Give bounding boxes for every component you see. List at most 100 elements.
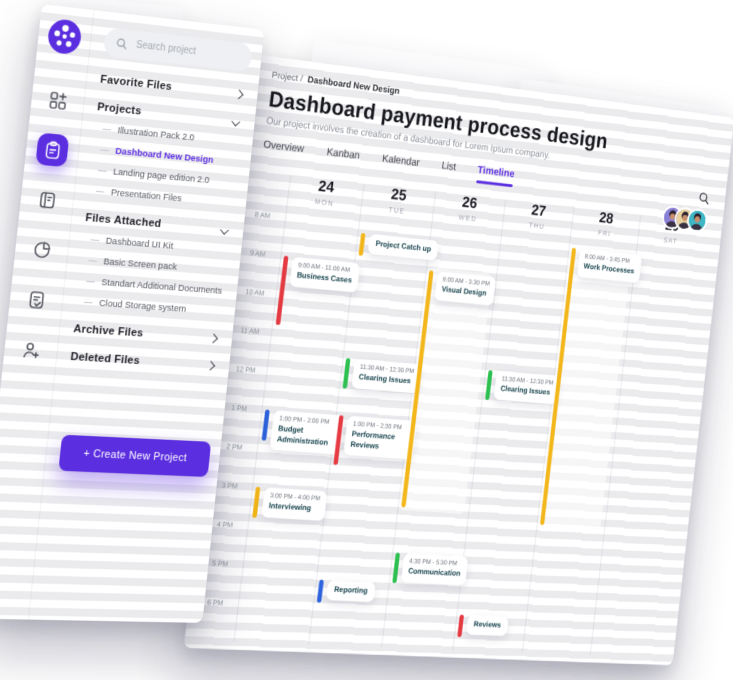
event-color-bar xyxy=(316,579,324,603)
day-name: WED xyxy=(458,213,478,224)
section-archive-files[interactable]: Archive Files xyxy=(73,323,219,344)
event-title: Budget Administration xyxy=(276,424,329,447)
tab-kalendar[interactable]: Kalendar xyxy=(381,153,420,176)
sidebar-panel: Favorite Files Projects Illustration Pack … xyxy=(0,4,265,623)
event-clearing-issues[interactable]: 11:30 AM - 12:30 PM Clearing Issues xyxy=(485,370,560,405)
file-item-presentation-files[interactable]: Presentation Files xyxy=(95,186,236,209)
section-favorite-files[interactable]: Favorite Files xyxy=(100,74,245,101)
team-member-avatar[interactable] xyxy=(688,210,707,232)
create-new-project-button[interactable]: + Create New Project xyxy=(58,434,212,477)
event-color-bar xyxy=(261,409,270,441)
section-label: Deleted Files xyxy=(69,350,141,368)
event-color-bar xyxy=(392,552,401,584)
tree-connector xyxy=(100,149,109,152)
app-logo-icon[interactable] xyxy=(45,17,83,56)
tilted-app-window: Favorite Files Projects Illustration Pack … xyxy=(0,0,733,666)
file-tree: Favorite Files Projects Illustration Pack … xyxy=(70,74,248,372)
search-project-input[interactable] xyxy=(133,38,240,63)
day-header-fri: 28 FRI xyxy=(569,207,640,251)
file-item-label: Presentation Files xyxy=(110,187,183,205)
breadcrumb-root[interactable]: Project / xyxy=(271,69,304,85)
tree-connector xyxy=(86,280,95,283)
hour-label: 5 PM xyxy=(211,558,229,569)
team-avatars xyxy=(667,207,706,231)
hour-label: 8 AM xyxy=(254,209,271,221)
hour-label: 9 AM xyxy=(249,248,266,259)
file-item-label: Landing page edition 2.0 xyxy=(112,166,210,187)
pie-chart-icon[interactable] xyxy=(25,232,59,266)
tab-label: Timeline xyxy=(477,164,515,180)
tab-kanban[interactable]: Kanban xyxy=(325,146,360,169)
event-reviews[interactable]: Reviews xyxy=(457,614,509,638)
event-color-bar xyxy=(485,370,493,401)
event-card: 1:00 PM - 2:30 PM Performance Reviews xyxy=(343,415,417,460)
event-color-bar xyxy=(342,358,351,389)
chevron-down-icon xyxy=(231,116,240,126)
event-time: 4:30 PM - 5:30 PM xyxy=(408,558,458,568)
add-user-icon[interactable] xyxy=(14,332,48,366)
day-header-thu: 27 THU xyxy=(501,199,574,243)
file-item-landing-page-edition-2-0[interactable]: Landing page edition 2.0 xyxy=(98,165,239,188)
section-label: Archive Files xyxy=(72,323,144,340)
tree-connector xyxy=(98,170,107,172)
event-card: Reviews xyxy=(465,614,509,636)
tab-list[interactable]: List xyxy=(440,160,457,180)
tree-connector xyxy=(83,301,93,304)
search-icon xyxy=(115,36,129,50)
day-number: 25 xyxy=(390,186,408,205)
event-reporting[interactable]: Reporting xyxy=(316,579,376,605)
timeline-grid: 8 AM 9 AM 10 AM 11 AM 12 PM 1 PM 2 PM 3 PM 4 PM 5… xyxy=(203,174,703,658)
event-business-cases[interactable]: 9:00 AM - 11:00 AM Business Cases xyxy=(275,255,361,332)
file-item-dashboard-ui-kit[interactable]: Dashboard UI Kit xyxy=(90,234,232,256)
tab-overview[interactable]: Overview xyxy=(262,139,305,163)
projects-clipboard-icon[interactable] xyxy=(35,132,70,168)
icon-rail xyxy=(0,4,95,620)
event-budget-administration[interactable]: 1:00 PM - 2:00 PM Budget Administration xyxy=(260,409,345,455)
event-title: Reviews xyxy=(473,619,502,630)
day-name: THU xyxy=(528,220,546,231)
file-item-illustration-pack-2-0[interactable]: Illustration Pack 2.0 xyxy=(102,124,243,148)
day-header-tue: 25 TUE xyxy=(359,183,435,229)
day-number: 27 xyxy=(530,202,547,220)
event-interviewing[interactable]: 3:00 PM - 4:00 PM Interviewing xyxy=(252,486,328,522)
tree-connector xyxy=(102,128,112,131)
event-title: Interviewing xyxy=(268,501,312,513)
hour-label: 11 AM xyxy=(240,325,260,337)
search-project-box[interactable] xyxy=(102,27,253,72)
section-deleted-files[interactable]: Deleted Files xyxy=(70,351,216,372)
event-clearing-issues[interactable]: 11:30 AM - 12:30 PM Clearing Issues xyxy=(342,358,422,394)
file-item-standart-additional-documents[interactable]: Standart Additional Documents xyxy=(86,276,228,297)
hour-label: 12 PM xyxy=(235,364,256,375)
tree-connector xyxy=(90,239,100,241)
day-header-wed: 26 WED xyxy=(431,191,505,236)
event-card: 3:00 PM - 4:00 PM Interviewing xyxy=(261,487,328,521)
event-title: Clearing Issues xyxy=(358,372,412,386)
event-visual-design[interactable]: 9:00 AM - 3:30 PM Visual Design xyxy=(398,267,497,514)
day-number: 24 xyxy=(317,178,335,197)
event-communication[interactable]: 4:30 PM - 5:30 PM Communication xyxy=(392,552,469,587)
hour-label: 3 PM xyxy=(221,480,239,491)
tab-label: List xyxy=(440,160,457,174)
chevron-right-icon xyxy=(234,89,243,99)
hour-label: 1 PM xyxy=(230,403,248,414)
hour-label: 4 PM xyxy=(216,519,234,530)
section-label: Favorite Files xyxy=(99,73,173,93)
file-item-basic-screen-pack[interactable]: Basic Screen pack xyxy=(88,255,230,276)
main-search-icon[interactable] xyxy=(697,191,710,206)
event-project-catch-up[interactable]: Project Catch up xyxy=(358,232,439,264)
tab-timeline[interactable]: Timeline xyxy=(476,164,515,187)
file-item-label: Cloud Storage system xyxy=(98,297,187,315)
chevron-right-icon xyxy=(208,333,217,343)
file-item-cloud-storage-system[interactable]: Cloud Storage system xyxy=(83,297,225,318)
file-item-dashboard-new-design[interactable]: Dashboard New Design xyxy=(100,144,241,168)
section-files-attached[interactable]: Files Attached xyxy=(85,212,231,236)
report-check-icon[interactable] xyxy=(19,282,53,316)
add-dashboard-icon[interactable] xyxy=(41,83,75,118)
day-number: 26 xyxy=(461,194,478,213)
event-work-processes[interactable]: 8:00 AM - 3:45 PM Work Processes xyxy=(537,244,642,532)
file-item-label: Basic Screen pack xyxy=(103,256,178,273)
event-title: Visual Design xyxy=(441,284,487,298)
notebook-icon[interactable] xyxy=(30,182,64,216)
section-projects[interactable]: Projects xyxy=(97,101,242,127)
tab-label: Overview xyxy=(262,138,305,156)
